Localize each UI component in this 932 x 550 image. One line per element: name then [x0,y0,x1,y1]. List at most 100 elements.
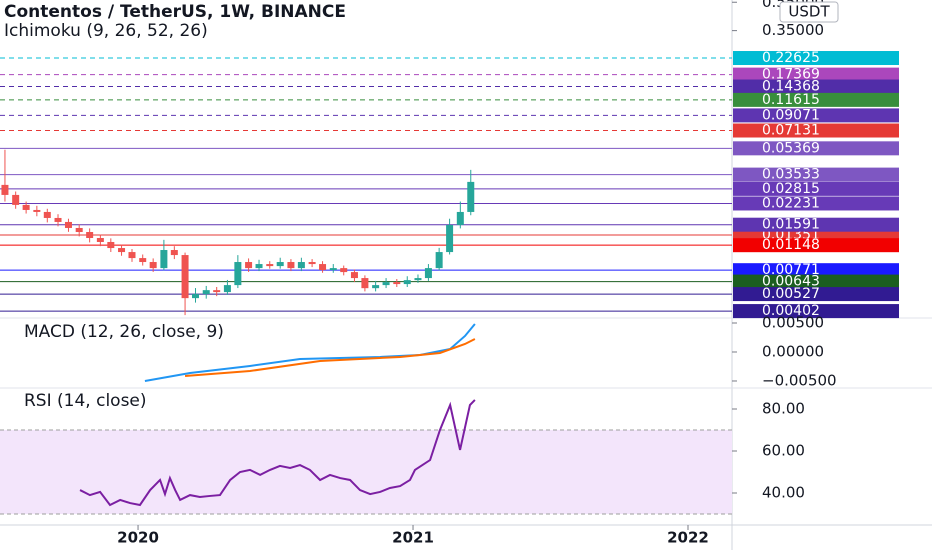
y-tick-label: 0.35000 [762,21,824,39]
candle-body [340,268,348,273]
candle-body [192,294,200,299]
candle-body [393,282,401,285]
indicator-label: Ichimoku (9, 26, 52, 26) [4,21,208,41]
x-tick-label: 2020 [117,529,159,547]
candle-body [160,250,168,269]
y-tick-label: 80.00 [762,399,805,417]
candle-body [96,238,104,242]
candle-body [170,250,178,256]
price-level-box [733,217,899,232]
chart-title: Contentos / TetherUS, 1W, BINANCE [4,2,346,22]
candle-body [297,262,305,269]
candle-body [255,264,263,269]
price-level-box [733,79,899,94]
candle-body [456,211,464,225]
candle-body [446,224,454,253]
candle-body [319,264,327,271]
x-tick-label: 2022 [667,529,709,547]
candle-body [118,248,126,253]
price-level-box [733,287,899,302]
y-tick-label: −0.00500 [762,371,837,389]
candle-body [223,285,231,293]
price-level-label: 0.01591 [762,217,820,233]
candle-body [361,278,369,289]
price-level-label: 0.07131 [762,123,820,139]
candle-body [213,290,221,293]
price-level-box [733,196,899,211]
candle-body [308,262,316,265]
price-level-box [733,181,899,196]
candle-body [33,209,41,212]
price-level-box [733,238,899,253]
price-level-box [733,141,899,156]
price-level-box [733,67,899,82]
price-level-box [733,123,899,138]
series-line [79,399,476,507]
candle-body [266,264,274,267]
candle-body [245,262,253,269]
price-level-label: 0.02815 [762,181,820,197]
candle-body [181,255,189,299]
price-level-label: 0.00527 [762,286,820,302]
candle-body [22,204,30,210]
candle-body [75,227,83,233]
series-line [144,323,476,382]
y-tick-label: 40.00 [762,483,805,501]
candle-body [86,232,94,239]
price-level-label: 0.05369 [762,140,820,156]
candle-body [234,262,242,286]
price-level-label: 0.00402 [762,303,820,319]
plot: 0.550000.35000USDT0.226250.173690.143680… [0,0,899,547]
currency-badge [779,1,839,23]
price-level-box [733,263,899,278]
y-tick-label: 60.00 [762,441,805,459]
price-level-label: 0.02231 [762,195,820,211]
candle-body [372,285,380,289]
price-level-label: 0.09071 [762,107,820,123]
price-level-box [733,108,899,123]
currency-label: USDT [788,3,830,21]
candle-body [12,194,20,205]
candle-body [276,262,284,267]
price-level-label: 0.14368 [762,79,820,95]
candle-body [467,181,475,212]
y-tick-label: 0.00000 [762,342,824,360]
price-level-label: 0.01148 [762,237,820,253]
candle-body [424,268,432,279]
price-level-label: 0.11615 [762,92,820,108]
x-tick-label: 2021 [392,529,434,547]
indicator-label: RSI (14, close) [24,391,147,411]
price-level-label: 0.22625 [762,50,820,66]
candle-body [435,252,443,269]
candle-body [43,211,51,218]
candle-body [329,268,337,271]
candle-body [149,262,157,269]
candle-body [128,252,136,259]
price-level-box [733,167,899,182]
series-line [184,338,476,377]
indicator-label: MACD (12, 26, close, 9) [24,322,224,342]
candle-body [403,280,411,285]
candle-body [107,241,115,249]
candle-body [139,258,147,263]
labels: Contentos / TetherUS, 1W, BINANCE Ichimo… [4,2,346,411]
price-level-box [733,304,899,319]
price-level-label: 0.00771 [762,262,820,278]
candle-body [202,290,210,295]
candle-body [350,272,358,279]
price-level-box [733,92,899,107]
candle-body [54,217,62,222]
rsi-band [0,429,732,514]
price-level-label: 0.17369 [762,67,820,83]
price-level-label: 0.00643 [762,274,820,290]
candle-body [64,221,72,228]
candle-body [1,184,9,195]
price-level-label: 0.03533 [762,167,820,183]
price-level-box [733,51,899,66]
candle-body [414,278,422,281]
candle-body [382,282,390,286]
y-tick-label: 0.00500 [762,313,824,331]
candle-body [287,262,295,269]
price-level-box [733,274,899,289]
